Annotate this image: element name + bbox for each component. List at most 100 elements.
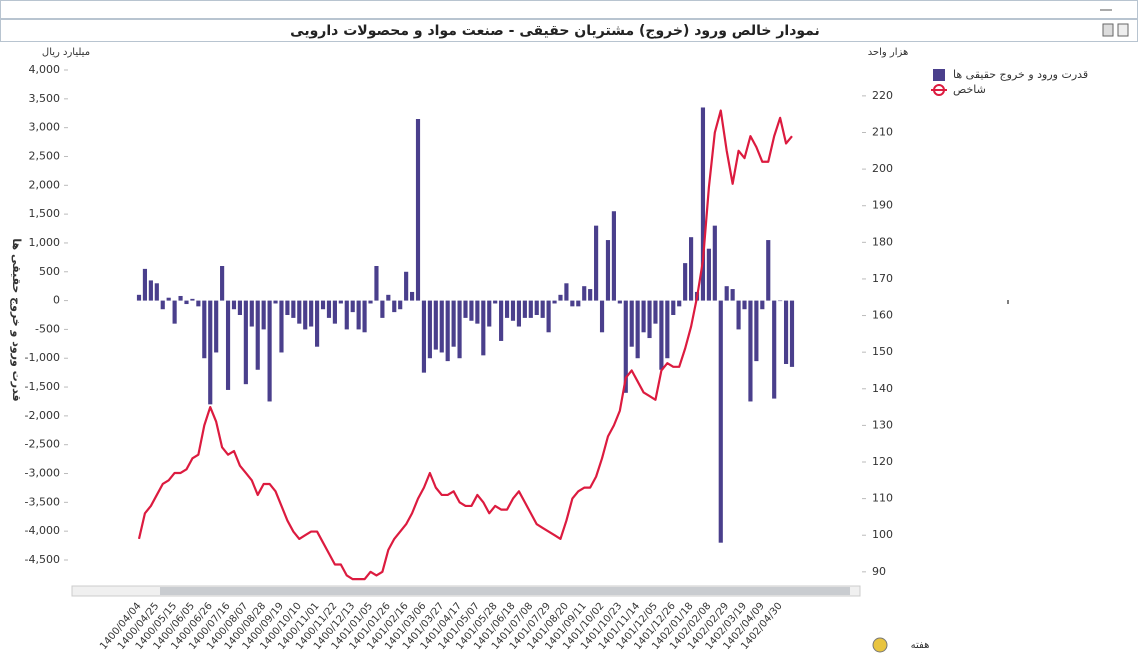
y-tick-label: 0 (53, 294, 60, 307)
bar (712, 225, 717, 301)
bar (255, 300, 260, 370)
y-unit: میلیارد ریال (42, 47, 90, 58)
bar (225, 300, 231, 390)
bar (683, 263, 688, 301)
bar (611, 211, 616, 301)
y-tick-label: 4,000 (29, 63, 61, 76)
bar (231, 300, 237, 310)
bar (220, 266, 225, 301)
bar (760, 300, 765, 310)
bar (599, 300, 605, 333)
legend-label: شاخص (953, 83, 986, 96)
bar (564, 283, 569, 301)
bar (504, 300, 510, 318)
bar (421, 300, 427, 373)
bar (772, 300, 777, 399)
bar (374, 266, 379, 301)
bar (677, 300, 682, 307)
bar (409, 291, 415, 301)
bar (576, 300, 581, 307)
bar (148, 280, 153, 301)
bar (724, 286, 729, 301)
bar (320, 300, 326, 310)
bar (309, 300, 314, 327)
bar (291, 300, 296, 318)
y2-unit: هزار واحد (868, 47, 909, 58)
bar (243, 300, 248, 385)
scroll-thumb[interactable] (160, 587, 850, 595)
print-icon[interactable] (1102, 23, 1114, 37)
bar (516, 300, 522, 327)
line (137, 109, 793, 581)
bar (184, 300, 189, 305)
bar (635, 300, 640, 359)
bar (267, 300, 272, 402)
bar (249, 300, 254, 327)
y-tick-label: -4,500 (25, 553, 60, 566)
y-tick-label: -1,500 (25, 380, 60, 393)
bar (136, 294, 142, 301)
bar (457, 300, 462, 359)
y-tick-label: -500 (35, 322, 60, 335)
y2-tick-label: 220 (872, 89, 893, 102)
bar (154, 283, 159, 301)
bar (659, 300, 664, 370)
bar (160, 300, 165, 310)
bar (481, 300, 486, 356)
bar (629, 300, 634, 347)
bar (706, 248, 711, 301)
bar (332, 300, 337, 324)
bar (700, 107, 706, 301)
y-tick-label: -3,000 (25, 467, 60, 480)
bar (493, 300, 498, 304)
y-tick-label: -2,500 (25, 438, 60, 451)
bar (748, 300, 753, 402)
bar (730, 289, 735, 301)
bar (279, 300, 284, 353)
y-tick-label: 2,000 (29, 178, 61, 191)
bar (386, 294, 391, 301)
x-axis-title: هفته (911, 640, 930, 651)
bar (196, 300, 201, 307)
bar (445, 300, 450, 362)
y-tick-label: -2,000 (25, 409, 60, 422)
y2-tick-label: 170 (872, 272, 893, 285)
bar (142, 268, 148, 301)
bar (178, 295, 183, 301)
bar (303, 300, 308, 330)
bar (588, 289, 593, 301)
bar (665, 300, 670, 359)
y2-tick-label: 180 (872, 235, 893, 248)
bar (766, 240, 771, 301)
y2-tick-label: 150 (872, 345, 893, 358)
bar (742, 300, 747, 310)
bar (273, 300, 278, 304)
bar (214, 300, 219, 353)
bar (297, 300, 302, 324)
bar (605, 240, 611, 301)
export-icon[interactable] (1117, 23, 1129, 37)
bar (558, 294, 563, 301)
bar (404, 271, 409, 301)
bar (172, 300, 177, 324)
bar (552, 300, 557, 304)
bar (671, 300, 676, 315)
bar (190, 298, 195, 301)
bar (546, 300, 551, 333)
y2-tick-label: 130 (872, 418, 893, 431)
y-tick-label: 3,500 (29, 92, 61, 105)
y2-tick-label: 110 (872, 492, 893, 505)
bar (315, 300, 320, 347)
settings-icon[interactable] (872, 637, 888, 653)
y2-tick-label: 120 (872, 455, 893, 468)
bar (653, 300, 658, 324)
bar (570, 300, 575, 307)
bar (362, 300, 367, 333)
y2-tick-label: 90 (872, 565, 886, 578)
y-tick-label: 1,000 (29, 236, 61, 249)
bar (487, 300, 492, 327)
y-axis-title: قدرت ورود و خروج حقیقی ها (9, 238, 23, 401)
bar (202, 300, 207, 359)
